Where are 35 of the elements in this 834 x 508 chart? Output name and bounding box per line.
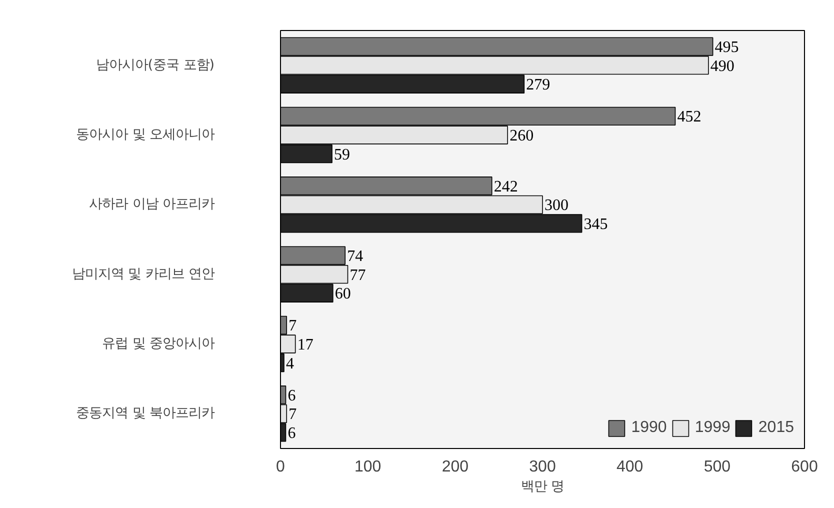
- data-label: 300: [544, 197, 568, 214]
- x-tick-label: 300: [529, 458, 556, 476]
- y-tick-label: 유럽 및 중앙아시아: [102, 336, 215, 352]
- data-label: 345: [584, 216, 608, 233]
- data-label: 7: [288, 406, 297, 424]
- data-label: 4: [286, 355, 294, 372]
- data-label: 495: [714, 39, 739, 56]
- x-tick-label: 200: [442, 458, 469, 476]
- legend-label: 2015: [758, 419, 794, 437]
- y-tick-label: 동아시아 및 오세아니아: [76, 128, 215, 142]
- x-tick-label: 400: [616, 458, 644, 476]
- x-tick-label: 600: [791, 458, 818, 476]
- data-label: 74: [347, 248, 364, 266]
- data-label: 279: [526, 76, 550, 94]
- x-tick-label: 0: [276, 458, 286, 476]
- x-tick-label: 500: [704, 458, 731, 476]
- data-label: 490: [710, 58, 734, 75]
- data-label: 452: [677, 108, 702, 126]
- y-tick-label: 중동지역 및 북아프리카: [76, 406, 215, 422]
- data-label: 242: [494, 178, 518, 196]
- y-tick-label: 사하라 이남 아프리카: [89, 197, 215, 212]
- legend-label: 1990: [631, 419, 667, 437]
- data-label: 60: [334, 286, 351, 303]
- data-label: 6: [288, 424, 296, 442]
- x-axis-title: 백만 명: [520, 480, 564, 494]
- data-label: 17: [297, 336, 314, 354]
- data-label: 6: [288, 387, 296, 404]
- data-label: 59: [334, 146, 350, 164]
- legend-label: 1999: [694, 419, 730, 437]
- x-tick-label: 100: [354, 458, 382, 476]
- data-label: 7: [288, 318, 297, 335]
- data-label: 77: [350, 266, 366, 284]
- y-tick-label: 남미지역 및 카리브 연안: [72, 266, 215, 282]
- data-label: 260: [510, 128, 534, 144]
- y-tick-label: 남아시아(중국 포함): [96, 58, 215, 73]
